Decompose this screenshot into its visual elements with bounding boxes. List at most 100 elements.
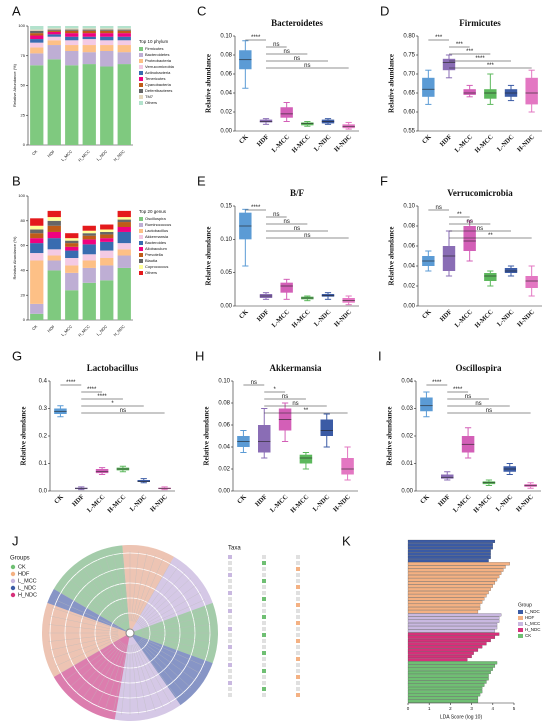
significance-label: ns [304,63,310,69]
bar-segment [47,59,61,145]
legend-label: Ruminococcus [145,222,171,227]
significance-label: *** [435,35,443,41]
taxa-title: Taxa [228,546,241,552]
significance-label: ns [283,49,289,55]
bar-segment [65,243,79,247]
bar-segment [30,35,44,40]
bar-segment [117,26,131,29]
significance-label: ns [475,401,481,407]
bar-segment [30,30,44,34]
taxa-swatch [262,561,266,565]
tree-branch [63,584,121,627]
y-tick-label: 0.65 [403,91,415,97]
significance-label: **** [251,35,261,41]
taxa-swatch [262,615,266,619]
tree-branch [48,634,119,642]
x-tick-label: 4 [492,706,495,711]
legend-swatch [139,53,143,57]
bar-segment [30,65,44,145]
taxa-swatch [228,609,232,613]
taxa-swatch [262,573,266,577]
taxa-swatch [228,693,232,697]
legend-swatch [139,271,143,275]
legend-swatch [518,610,523,614]
bar-segment [82,233,96,236]
significance-label: ns [292,401,298,407]
taxa-swatch [228,645,232,649]
bar-segment [30,260,44,304]
x-tick-label: L-NDC [496,133,516,153]
significance-label: ns [294,56,300,62]
x-tick-label: H_NDC [112,149,125,162]
legend-swatch [139,223,143,227]
x-tick-label: L-NDC [313,308,333,328]
significance-label: ns [466,219,472,225]
bar-segment [100,234,114,239]
bar-segment [82,244,96,255]
bar-segment [117,222,131,227]
legend-swatch [139,241,143,245]
bar-segment [65,26,79,29]
tree-branch [81,566,124,624]
bar-segment [117,217,131,220]
x-tick-label: H-MCC [474,133,495,154]
taxa-swatch [296,561,300,565]
bar-segment [100,28,114,30]
bar-segment [117,227,131,232]
bar-segment [47,270,61,320]
legend-label: L_MCC [18,578,37,584]
x-tick-label: L_MCC [60,324,73,337]
clade-wedge [130,556,213,633]
bar-segment [65,36,79,41]
legend-swatch [139,259,143,263]
x-tick-label: H-MCC [291,133,312,154]
tree-branch [138,640,192,688]
taxa-swatch [262,591,266,595]
tree-branch [104,554,127,622]
taxa-swatch [228,603,232,607]
x-tick-label: HDF [439,134,454,149]
taxa-swatch [262,675,266,679]
tree-branch [75,571,123,625]
legend-swatch [139,83,143,87]
legend-label: Deferribacteres [145,88,172,93]
tree-branch [133,554,156,622]
x-tick-label: 2 [449,706,452,711]
legend-label: Oscillospira [145,216,166,221]
tree-branch [134,643,164,708]
bar-segment [30,313,44,320]
y-tick-label: 0.08 [403,224,415,230]
y-tick-label: 0.80 [403,34,415,40]
bar-segment [47,36,61,41]
bar-segment [82,39,96,46]
y-tick-label: 0.1 [39,461,48,467]
clade-wedge [130,633,213,706]
taxa-swatch [296,603,300,607]
lda-bar [407,568,504,572]
y-tick-label: 0.08 [220,53,232,59]
y-tick-label: 100 [18,23,25,28]
panel-label: J [12,533,19,548]
lda-bar [407,626,498,630]
tree-branch [134,558,164,623]
taxa-swatch [262,609,266,613]
lda-bar [407,638,491,643]
x-tick-label: CK [31,324,39,332]
bar-segment [65,233,79,239]
legend-swatch [139,217,143,221]
y-tick-label: 0.02 [401,434,413,440]
tree-branch [140,599,205,629]
bar-segment [100,250,114,258]
taxa-swatch [296,681,300,685]
legend-label: Akkermansia [145,234,169,239]
chart-title: Verrucomicrobia [447,188,513,198]
box [463,89,476,95]
bar-segment [65,30,79,34]
legend-label: Others [145,270,157,275]
significance-label: *** [466,49,474,55]
y-tick-label: 0.55 [403,129,415,135]
box [504,268,518,273]
tree-branch [141,634,212,642]
lda-bar [407,613,502,617]
